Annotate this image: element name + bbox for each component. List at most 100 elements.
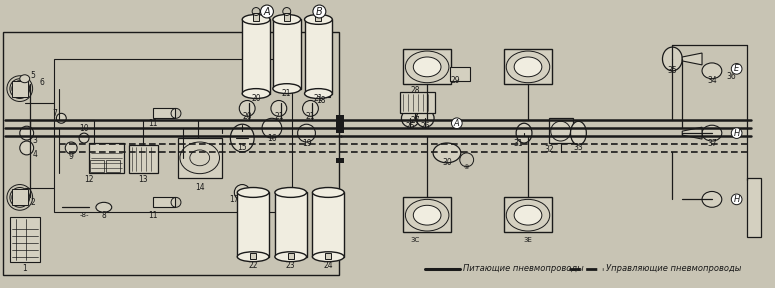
Bar <box>312 192 344 257</box>
Text: 3C: 3C <box>411 237 420 243</box>
Bar <box>12 81 28 96</box>
Text: 21: 21 <box>274 112 284 121</box>
Text: 21: 21 <box>314 94 323 103</box>
Text: 20: 20 <box>251 94 261 103</box>
Ellipse shape <box>79 133 89 143</box>
Text: 33: 33 <box>574 143 584 152</box>
Ellipse shape <box>401 109 419 127</box>
Text: 21: 21 <box>305 112 315 121</box>
Text: 17: 17 <box>229 195 239 204</box>
Text: ⑧: ⑧ <box>464 165 470 170</box>
Bar <box>549 118 574 143</box>
Polygon shape <box>682 127 702 139</box>
Ellipse shape <box>96 202 112 212</box>
Text: 29: 29 <box>450 76 460 85</box>
Ellipse shape <box>305 89 332 98</box>
Ellipse shape <box>305 14 332 24</box>
Text: H: H <box>733 195 740 204</box>
Text: 16: 16 <box>267 134 277 143</box>
Ellipse shape <box>273 14 301 24</box>
Bar <box>326 253 331 259</box>
Bar <box>250 253 256 259</box>
Ellipse shape <box>702 192 722 207</box>
Ellipse shape <box>20 126 33 140</box>
Bar <box>129 145 158 173</box>
Text: 18: 18 <box>317 96 326 105</box>
Text: 2: 2 <box>30 198 35 207</box>
Bar <box>336 158 344 163</box>
Ellipse shape <box>298 124 315 142</box>
Text: A: A <box>264 7 270 16</box>
Ellipse shape <box>243 89 270 98</box>
Ellipse shape <box>12 81 28 96</box>
Text: 21: 21 <box>282 89 291 98</box>
Text: 26: 26 <box>420 122 430 131</box>
Text: 1: 1 <box>22 264 27 273</box>
Ellipse shape <box>275 252 307 262</box>
Ellipse shape <box>312 187 344 197</box>
Ellipse shape <box>65 142 78 154</box>
Bar <box>253 14 259 21</box>
Text: 23: 23 <box>286 261 295 270</box>
Ellipse shape <box>514 205 542 225</box>
Bar <box>746 178 761 237</box>
Bar <box>312 85 330 96</box>
Bar <box>153 197 175 207</box>
Text: E: E <box>734 64 739 73</box>
Ellipse shape <box>239 101 255 116</box>
Text: 3Е: 3Е <box>524 237 532 243</box>
Ellipse shape <box>237 252 269 262</box>
Text: 20: 20 <box>243 112 252 121</box>
Text: 37: 37 <box>707 139 717 147</box>
Bar <box>404 197 451 232</box>
Bar <box>450 67 470 81</box>
Text: 25: 25 <box>405 122 415 131</box>
Text: 3: 3 <box>33 136 37 145</box>
Ellipse shape <box>230 124 254 152</box>
Text: 13: 13 <box>139 175 148 184</box>
Text: 10: 10 <box>79 124 89 133</box>
Text: 28: 28 <box>411 86 420 95</box>
Text: 11: 11 <box>149 211 158 220</box>
Bar <box>505 49 552 84</box>
Text: 9: 9 <box>69 152 74 161</box>
Text: 35: 35 <box>667 66 677 75</box>
Text: -8-: -8- <box>79 212 89 218</box>
Bar <box>315 14 322 21</box>
Text: 30: 30 <box>442 158 452 167</box>
Ellipse shape <box>20 75 29 83</box>
Text: Питающие пневмопроводы: Питающие пневмопроводы <box>463 264 584 273</box>
Bar <box>284 14 290 21</box>
Bar <box>243 19 270 94</box>
Text: 27: 27 <box>411 116 420 125</box>
Ellipse shape <box>570 121 587 145</box>
Ellipse shape <box>57 113 66 123</box>
Bar <box>153 108 175 118</box>
Text: 4: 4 <box>33 150 37 159</box>
Ellipse shape <box>20 141 33 155</box>
Ellipse shape <box>275 187 307 197</box>
Text: 8: 8 <box>102 211 106 220</box>
Bar <box>90 160 104 172</box>
Ellipse shape <box>416 109 434 127</box>
Ellipse shape <box>234 185 250 200</box>
Bar <box>273 19 301 89</box>
Ellipse shape <box>243 14 270 24</box>
Text: 15: 15 <box>237 143 247 152</box>
Ellipse shape <box>271 101 287 116</box>
Ellipse shape <box>702 63 722 79</box>
Bar <box>505 197 552 232</box>
Bar <box>336 115 344 133</box>
Text: 5: 5 <box>30 71 35 80</box>
Text: 22: 22 <box>248 261 258 270</box>
Text: 12: 12 <box>84 175 94 184</box>
Text: 11: 11 <box>149 119 158 128</box>
Bar <box>3 32 339 274</box>
Ellipse shape <box>262 118 282 138</box>
Ellipse shape <box>433 143 461 163</box>
Bar <box>305 19 332 94</box>
Text: 34: 34 <box>707 76 717 85</box>
Ellipse shape <box>413 205 441 225</box>
Bar <box>288 253 294 259</box>
Text: 7: 7 <box>52 109 57 118</box>
